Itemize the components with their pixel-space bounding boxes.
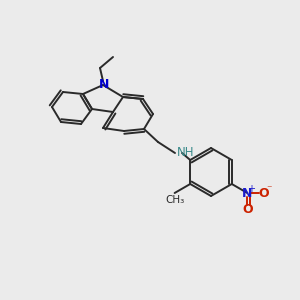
Text: O: O [242,202,253,215]
Text: O: O [258,187,269,200]
Text: N: N [242,187,253,200]
Text: CH₃: CH₃ [165,195,184,205]
Text: N: N [99,79,109,92]
Text: +: + [248,184,255,194]
Text: ⁻: ⁻ [267,184,272,194]
Text: NH: NH [177,146,194,158]
